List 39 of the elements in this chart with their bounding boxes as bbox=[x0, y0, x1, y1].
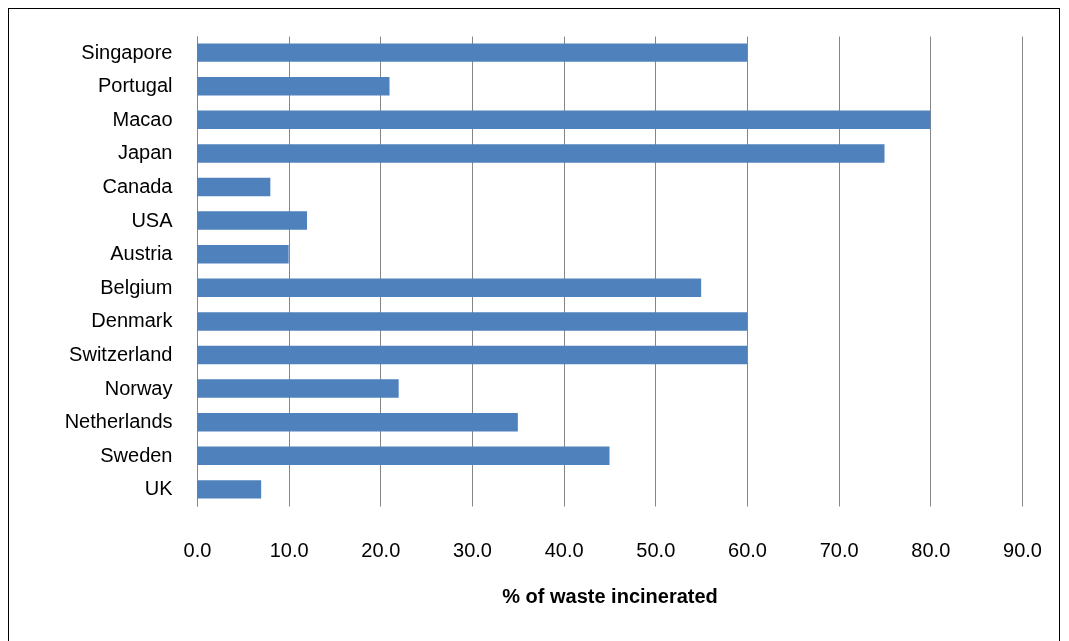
y-tick-label: Switzerland bbox=[69, 342, 173, 365]
x-tick-label: 80.0 bbox=[911, 538, 951, 561]
bar bbox=[197, 177, 271, 197]
y-tick-label: Denmark bbox=[91, 309, 174, 332]
bar bbox=[197, 244, 289, 264]
y-tick-label: Netherlands bbox=[64, 410, 173, 433]
x-tick-label: 0.0 bbox=[183, 538, 212, 561]
x-tick-label: 30.0 bbox=[453, 538, 492, 561]
bar bbox=[197, 412, 518, 432]
bar bbox=[197, 480, 262, 499]
bar bbox=[197, 76, 390, 96]
bar bbox=[197, 446, 610, 466]
x-tick-label: 60.0 bbox=[728, 538, 767, 561]
x-tick-label: 90.0 bbox=[1003, 538, 1042, 561]
x-tick-label: 50.0 bbox=[636, 538, 676, 561]
x-axis-title: % of waste incinerated bbox=[502, 584, 718, 607]
y-tick-label: Sweden bbox=[100, 443, 173, 466]
x-tick-label: 20.0 bbox=[361, 538, 401, 561]
y-tick-label: Belgium bbox=[100, 275, 173, 298]
bar bbox=[197, 345, 747, 365]
x-tick-label: 10.0 bbox=[269, 538, 309, 561]
y-tick-label: Austria bbox=[110, 242, 174, 265]
y-tick-label: Japan bbox=[118, 141, 173, 164]
y-tick-label: Macao bbox=[112, 107, 173, 130]
bar bbox=[197, 278, 702, 298]
bar bbox=[197, 379, 399, 398]
bar bbox=[197, 110, 931, 130]
bar bbox=[197, 211, 307, 230]
y-tick-label: UK bbox=[144, 477, 174, 500]
y-tick-label: Portugal bbox=[98, 74, 173, 97]
y-tick-label: Singapore bbox=[81, 40, 173, 63]
x-tick-label: 70.0 bbox=[819, 538, 859, 561]
y-tick-label: USA bbox=[131, 208, 174, 231]
y-tick-label: Canada bbox=[102, 175, 174, 198]
x-tick-label: 40.0 bbox=[544, 538, 584, 561]
bar bbox=[197, 43, 747, 62]
y-tick-label: Norway bbox=[104, 376, 173, 399]
bar bbox=[197, 144, 885, 163]
bar bbox=[197, 312, 747, 331]
